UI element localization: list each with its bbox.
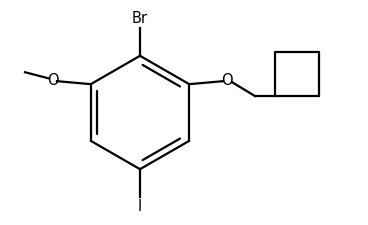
- Text: Br: Br: [132, 11, 148, 26]
- Text: O: O: [47, 73, 59, 88]
- Text: O: O: [221, 73, 233, 88]
- Text: I: I: [138, 199, 142, 214]
